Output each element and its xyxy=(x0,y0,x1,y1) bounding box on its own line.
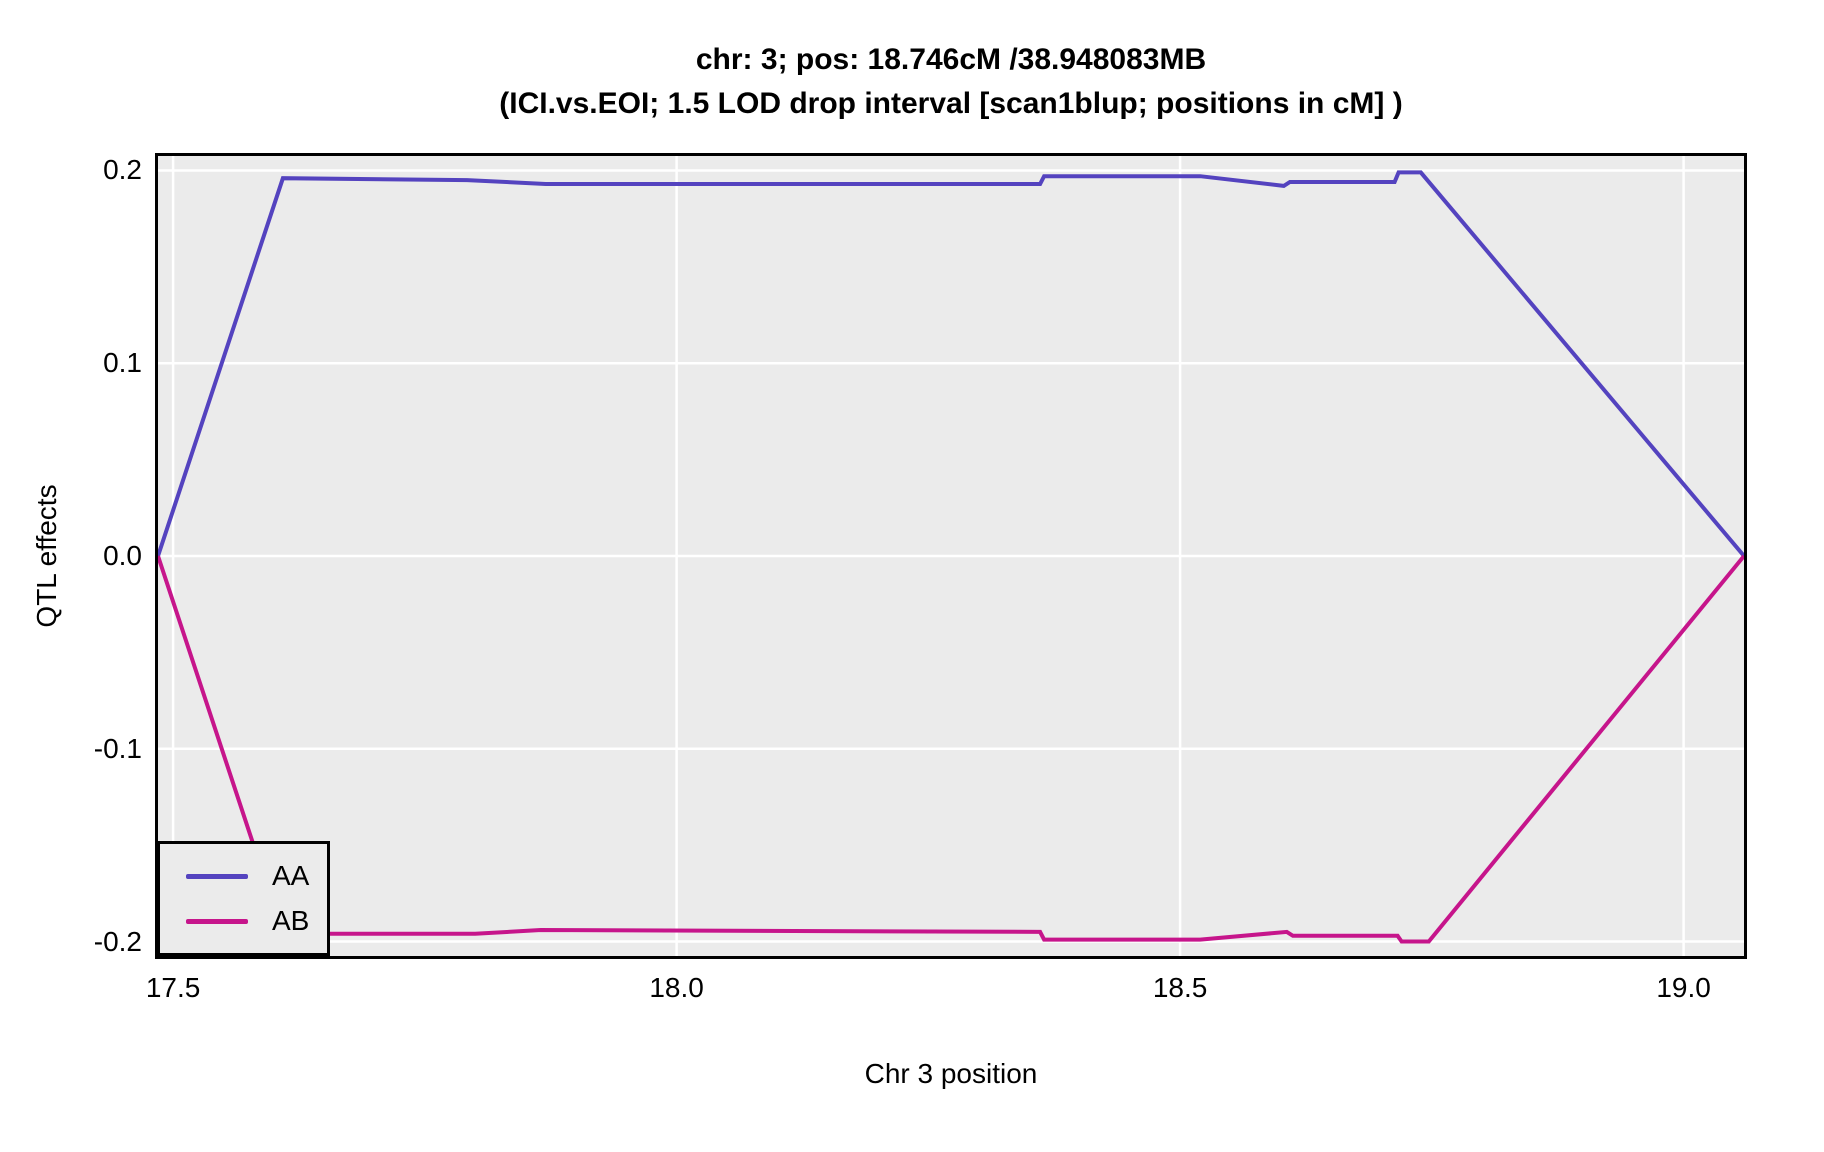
legend-label: AB xyxy=(272,905,310,936)
chart-subtitle: (ICI.vs.EOI; 1.5 LOD drop interval [scan… xyxy=(499,87,1403,120)
legend-item-AB: AB xyxy=(160,905,327,937)
y-tick-label: 0.2 xyxy=(103,154,142,186)
x-axis-title: Chr 3 position xyxy=(864,1058,1038,1089)
chart-title-block: chr: 3; pos: 18.746cM /38.948083MB (ICI.… xyxy=(158,38,1744,126)
plot-canvas xyxy=(158,156,1744,956)
series-line-AA xyxy=(158,170,1744,558)
series-line-AB xyxy=(158,554,1744,944)
x-tick-label: 18.5 xyxy=(1152,972,1208,1003)
legend-label: AA xyxy=(272,860,310,891)
y-tick-label: 0.0 xyxy=(103,540,142,571)
y-tick-label: -0.2 xyxy=(93,925,142,957)
x-tick-label: 19.0 xyxy=(1656,972,1711,1003)
x-tick-label: 17.5 xyxy=(145,972,201,1003)
plot-panel xyxy=(155,153,1747,959)
y-tick-label: 0.1 xyxy=(103,347,142,379)
chart-title: chr: 3; pos: 18.746cM /38.948083MB xyxy=(695,43,1207,76)
y-tick-label: -0.1 xyxy=(93,732,142,764)
legend: AA AB xyxy=(157,841,330,956)
x-tick-label: 18.0 xyxy=(649,972,704,1003)
legend-line-swatch xyxy=(186,873,248,879)
legend-line-swatch xyxy=(186,918,248,924)
legend-item-AA: AA xyxy=(160,860,327,892)
